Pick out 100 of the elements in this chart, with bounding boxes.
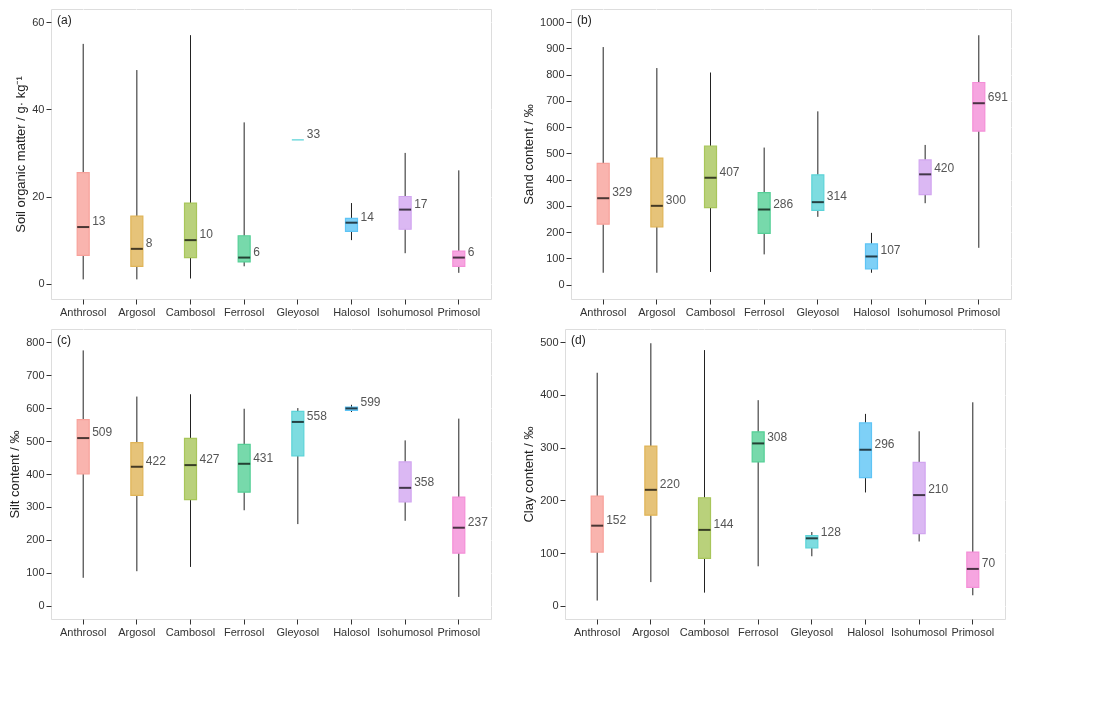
- x-tick-label: Ferrosol: [738, 625, 779, 638]
- annotation: (c): [57, 333, 71, 347]
- text: 691: [987, 90, 1008, 105]
- text: 427: [199, 452, 220, 467]
- x-tick-label: Anthrosol: [59, 305, 107, 318]
- text: 107: [880, 243, 901, 258]
- x-tick-label: Halosol: [333, 625, 370, 638]
- x-tick-label: Cambosol: [685, 305, 736, 318]
- y-tick-label: 400: [540, 388, 559, 401]
- text: 152: [606, 512, 627, 527]
- y-tick-label: 20: [32, 190, 45, 203]
- x-tick-label: Ferrosol: [224, 305, 265, 318]
- x-tick-label: Primosol: [437, 305, 481, 318]
- text: 33: [306, 126, 321, 141]
- text: 70: [981, 555, 996, 570]
- x-tick-label: Argosol: [118, 625, 156, 638]
- text: 422: [145, 453, 166, 468]
- text: 286: [773, 196, 794, 211]
- text: 431: [253, 450, 274, 465]
- y-axis-title: Silt content / ‰: [7, 430, 23, 519]
- text: 220: [659, 476, 680, 491]
- text: 358: [414, 474, 435, 489]
- x-tick-label: Halosol: [333, 305, 370, 318]
- y-tick-label: 500: [26, 434, 45, 447]
- text: 13: [92, 214, 106, 229]
- text: 210: [928, 482, 949, 497]
- text: 6: [467, 244, 475, 259]
- y-tick-label: 400: [546, 173, 565, 186]
- y-tick-label: 100: [546, 251, 565, 264]
- text: 128: [820, 525, 841, 540]
- y-tick-label: 0: [558, 278, 565, 291]
- y-tick-label: 200: [540, 493, 559, 506]
- x-tick-label: Primosol: [957, 305, 1001, 318]
- y-axis-title: Soil organic matter / g· kg⁻¹: [13, 75, 29, 233]
- y-tick-label: 100: [540, 546, 559, 559]
- x-tick-label: Isohumosol: [891, 625, 948, 638]
- text: 14: [360, 209, 374, 224]
- text: 420: [934, 161, 955, 176]
- y-tick-label: 300: [26, 500, 45, 513]
- x-tick-label: Argosol: [118, 305, 156, 318]
- x-tick-label: Isohumosol: [377, 305, 434, 318]
- x-tick-label: Halosol: [853, 305, 890, 318]
- y-tick-label: 800: [546, 68, 565, 81]
- text: 329: [612, 185, 633, 200]
- x-tick-label: Ferrosol: [224, 625, 265, 638]
- text: 8: [145, 235, 153, 250]
- x-tick-label: Anthrosol: [59, 625, 107, 638]
- y-tick-label: 800: [26, 335, 45, 348]
- annotation: (a): [57, 13, 72, 27]
- y-tick-label: 300: [540, 441, 559, 454]
- x-tick-label: Gleyosol: [796, 305, 840, 318]
- text: 6: [253, 244, 260, 259]
- x-tick-label: Gleyosol: [790, 625, 834, 638]
- text: 599: [360, 395, 381, 410]
- y-tick-label: 500: [546, 146, 565, 159]
- x-tick-label: Gleyosol: [276, 625, 320, 638]
- x-tick-label: Cambosol: [165, 625, 216, 638]
- x-tick-label: Cambosol: [165, 305, 216, 318]
- x-tick-label: Primosol: [437, 625, 481, 638]
- text: 17: [414, 196, 428, 211]
- y-tick-label: 0: [552, 599, 559, 612]
- text: 558: [306, 408, 327, 423]
- x-tick-label: Anthrosol: [579, 305, 627, 318]
- text: 144: [713, 516, 734, 531]
- text: 308: [767, 430, 788, 445]
- x-tick-label: Ferrosol: [744, 305, 785, 318]
- y-tick-label: 60: [32, 15, 45, 28]
- y-tick-label: 200: [26, 533, 45, 546]
- annotation: (b): [577, 13, 592, 27]
- y-tick-label: 100: [26, 566, 45, 579]
- text: 10: [199, 227, 213, 242]
- text: 296: [874, 436, 895, 451]
- y-tick-label: 0: [38, 599, 45, 612]
- y-axis-title: Clay content / ‰: [521, 426, 537, 523]
- x-tick-label: Isohumosol: [377, 625, 434, 638]
- x-tick-label: Halosol: [847, 625, 884, 638]
- text: 314: [826, 189, 847, 204]
- y-tick-label: 1000: [540, 15, 565, 28]
- text: 509: [92, 425, 113, 440]
- y-tick-label: 0: [38, 277, 45, 290]
- x-tick-label: Argosol: [638, 305, 676, 318]
- text: 407: [719, 164, 740, 179]
- x-tick-label: Isohumosol: [897, 305, 954, 318]
- y-tick-label: 700: [26, 368, 45, 381]
- x-tick-label: Anthrosol: [573, 625, 621, 638]
- y-tick-label: 40: [32, 102, 45, 115]
- y-tick-label: 300: [546, 199, 565, 212]
- y-tick-label: 900: [546, 41, 565, 54]
- y-tick-label: 500: [540, 335, 559, 348]
- x-tick-label: Gleyosol: [276, 305, 320, 318]
- text: 237: [467, 514, 488, 529]
- y-tick-label: 400: [26, 467, 45, 480]
- x-tick-label: Primosol: [951, 625, 995, 638]
- x-tick-label: Argosol: [632, 625, 670, 638]
- y-tick-label: 700: [546, 94, 565, 107]
- y-axis-title: Sand content / ‰: [521, 104, 537, 205]
- y-tick-label: 600: [546, 120, 565, 133]
- y-tick-label: 200: [546, 225, 565, 238]
- x-tick-label: Cambosol: [679, 625, 730, 638]
- y-tick-label: 600: [26, 401, 45, 414]
